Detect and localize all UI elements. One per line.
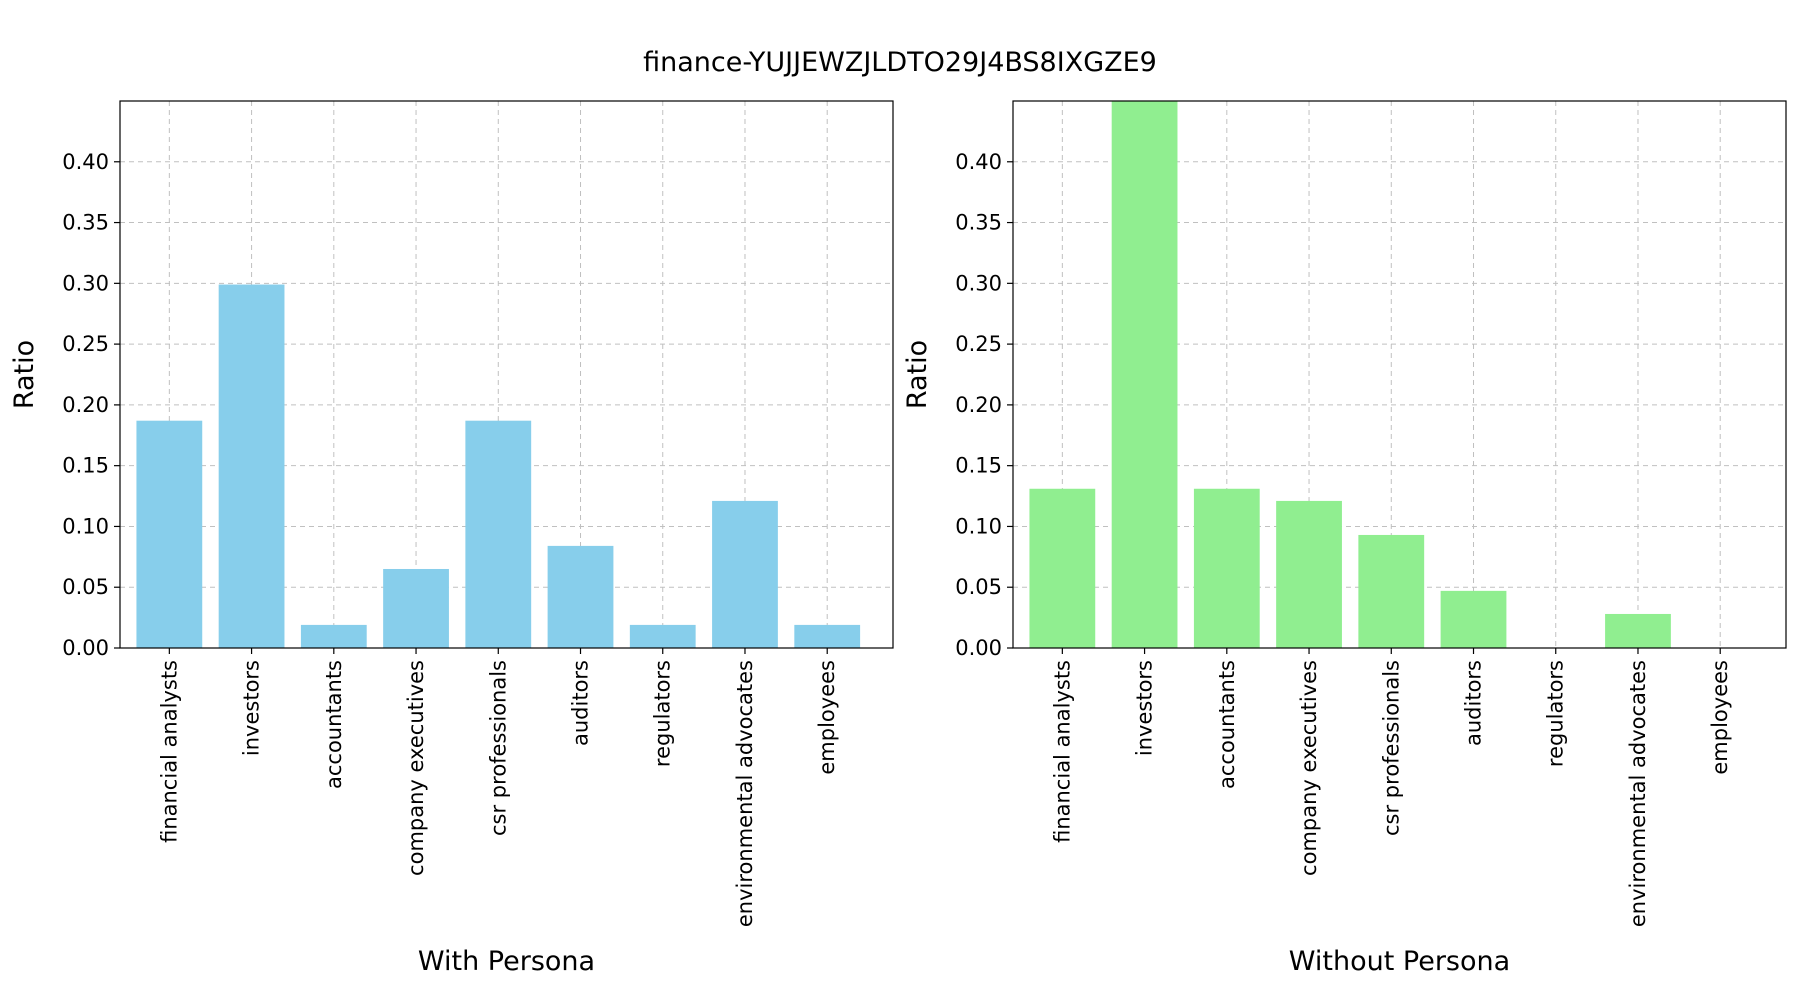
y-tick-label: 0.40 bbox=[955, 150, 1002, 174]
y-tick-label: 0.00 bbox=[955, 636, 1002, 660]
bar-company-executives bbox=[383, 568, 449, 648]
x-tick-label: employees bbox=[1708, 660, 1732, 775]
bar-auditors bbox=[547, 545, 614, 648]
x-tick-label: regulators bbox=[651, 660, 675, 767]
x-tick-label: investors bbox=[1133, 660, 1157, 756]
y-tick-label: 0.15 bbox=[955, 454, 1002, 478]
x-tick-label: csr professionals bbox=[1379, 660, 1403, 836]
y-tick-label: 0.25 bbox=[62, 332, 109, 356]
y-tick-label: 0.25 bbox=[955, 332, 1002, 356]
axes-frame bbox=[119, 100, 894, 649]
y-tick-label: 0.20 bbox=[955, 393, 1002, 417]
x-tick-label: auditors bbox=[569, 660, 593, 746]
y-tick-label: 0.20 bbox=[62, 393, 109, 417]
bar-csr-professionals bbox=[465, 420, 532, 648]
x-tick-label: accountants bbox=[1215, 660, 1239, 789]
axes-frame bbox=[1012, 100, 1787, 649]
x-tick-label: financial analysts bbox=[1050, 660, 1074, 843]
x-tick-label: company executives bbox=[404, 660, 428, 876]
subplot-1: 0.00 0.05 0.10 0.15 0.20 0.25 0.30 0.35 0.40 fina… bbox=[9, 100, 894, 977]
bar-company-executives bbox=[1276, 500, 1342, 648]
y-tick-label: 0.30 bbox=[955, 271, 1002, 295]
x-tick-label: employees bbox=[815, 660, 839, 775]
bar-financial-analysts bbox=[136, 420, 203, 648]
y-tick-label: 0.10 bbox=[955, 514, 1002, 538]
bar-financial-analysts bbox=[1029, 488, 1096, 648]
subplot-2: 0.00 0.05 0.10 0.15 0.20 0.25 0.30 0.35 0.40 fina… bbox=[902, 100, 1787, 977]
bar-investors bbox=[1111, 101, 1178, 648]
bar-accountants bbox=[300, 624, 367, 648]
bar-environmental-advocates bbox=[1605, 613, 1671, 648]
y-tick-label: 0.15 bbox=[62, 454, 109, 478]
x-axis-label: Without Persona bbox=[1289, 946, 1510, 977]
y-tick-label: 0.05 bbox=[955, 575, 1002, 599]
y-tick-label: 0.00 bbox=[62, 636, 109, 660]
x-tick-label: financial analysts bbox=[157, 660, 181, 843]
x-tick-label: environmental advocates bbox=[733, 660, 757, 927]
x-tick-label: investors bbox=[240, 660, 264, 756]
y-tick-label: 0.40 bbox=[62, 150, 109, 174]
bar-csr-professionals bbox=[1358, 534, 1425, 648]
bar-accountants bbox=[1193, 488, 1260, 648]
x-tick-label: accountants bbox=[322, 660, 346, 789]
bar-environmental-advocates bbox=[712, 500, 778, 648]
bar-auditors bbox=[1440, 590, 1507, 648]
bar-employees bbox=[794, 624, 861, 648]
x-tick-label: company executives bbox=[1297, 660, 1321, 876]
x-axis-label: With Persona bbox=[418, 946, 595, 977]
figure-suptitle: finance-YUJJEWZJLDTO29J4BS8IXGZE9 bbox=[643, 47, 1157, 78]
y-axis-label: Ratio bbox=[9, 340, 40, 409]
y-tick-label: 0.30 bbox=[62, 271, 109, 295]
x-tick-label: environmental advocates bbox=[1626, 660, 1650, 927]
bar-regulators bbox=[629, 624, 696, 648]
y-tick-label: 0.35 bbox=[62, 211, 109, 235]
x-tick-label: csr professionals bbox=[486, 660, 510, 836]
y-tick-label: 0.35 bbox=[955, 211, 1002, 235]
y-tick-label: 0.10 bbox=[62, 514, 109, 538]
bar-investors bbox=[218, 284, 285, 648]
y-tick-label: 0.05 bbox=[62, 575, 109, 599]
y-axis-label: Ratio bbox=[902, 340, 933, 409]
x-tick-label: auditors bbox=[1462, 660, 1486, 746]
x-tick-label: regulators bbox=[1544, 660, 1568, 767]
